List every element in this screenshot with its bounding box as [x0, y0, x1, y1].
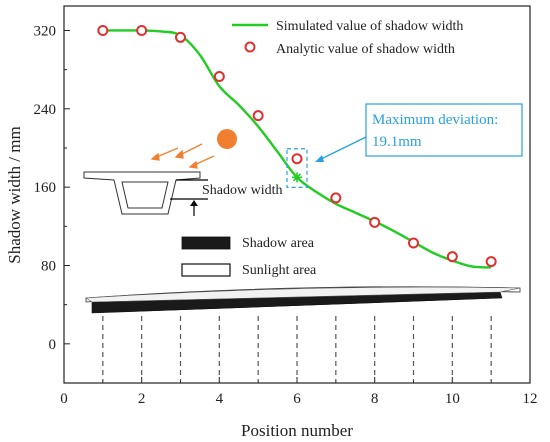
sun-icon [217, 129, 237, 149]
deviation-label-line1: Maximum deviation: [372, 112, 498, 128]
analytic-point [291, 153, 303, 165]
inset-shadow-width-label: Shadow width [202, 183, 283, 198]
analytic-point [446, 251, 458, 263]
analytic-point [136, 24, 148, 36]
bridge-sunlit-band [85, 286, 521, 303]
box-girder-cell [121, 181, 169, 209]
series-legend: Simulated value of shadow width Analytic… [232, 19, 463, 57]
deviation-pointer-arrowhead [315, 155, 324, 162]
analytic-point [97, 24, 109, 36]
ticks-layer: 0 2 4 6 8 10 12 0 80 160 240 320 [34, 23, 538, 407]
x-tick-label: 8 [371, 391, 379, 407]
analytic-point [408, 237, 419, 249]
max-deviation-star-marker [292, 172, 302, 183]
y-axis-label: Shadow width / mm [5, 126, 24, 263]
y-tick-label: 0 [49, 337, 57, 353]
analytic-series-points [97, 24, 497, 268]
deviation-pointer-line [318, 136, 367, 161]
legend-analytic-swatch [244, 41, 256, 53]
deviation-label-line2: 19.1mm [372, 134, 422, 150]
x-tick-label: 6 [293, 391, 301, 407]
y-tick-label: 320 [34, 23, 57, 39]
analytic-point [485, 256, 497, 268]
y-tick-label: 240 [34, 102, 57, 118]
analytic-point [175, 31, 186, 43]
deviation-label-box [365, 103, 523, 157]
analytic-point [252, 110, 264, 122]
x-tick-label: 12 [523, 391, 538, 407]
area-legend: Shadow area Sunlight area [181, 236, 317, 278]
analytic-point [369, 216, 381, 228]
x-tick-label: 2 [138, 391, 146, 407]
legend-analytic-label: Analytic value of shadow width [276, 42, 455, 57]
dimension-arrow-head [190, 200, 198, 206]
legend-simulated-label: Simulated value of shadow width [276, 19, 463, 34]
deviation-highlight-box [286, 148, 308, 188]
bridge-elevation-illustration [85, 286, 521, 381]
cross-section-inset: Shadow width [83, 129, 283, 216]
x-tick-label: 10 [445, 391, 460, 407]
x-tick-label: 0 [60, 391, 68, 407]
analytic-point [213, 71, 225, 83]
shadow-area-label: Shadow area [242, 236, 315, 251]
x-tick-label: 4 [216, 391, 224, 407]
analytic-point [330, 192, 342, 204]
max-deviation-callout: Maximum deviation: 19.1mm [286, 103, 523, 188]
x-axis-label: Position number [241, 421, 353, 440]
sunlight-area-swatch [181, 263, 231, 277]
y-tick-label: 160 [34, 180, 57, 196]
position-drop-lines [102, 316, 492, 381]
sun-rays [150, 143, 215, 169]
shadow-area-swatch [181, 236, 231, 250]
sunlight-area-label: Sunlight area [242, 263, 317, 278]
y-tick-label: 80 [41, 258, 56, 274]
star-stroke [292, 173, 302, 182]
